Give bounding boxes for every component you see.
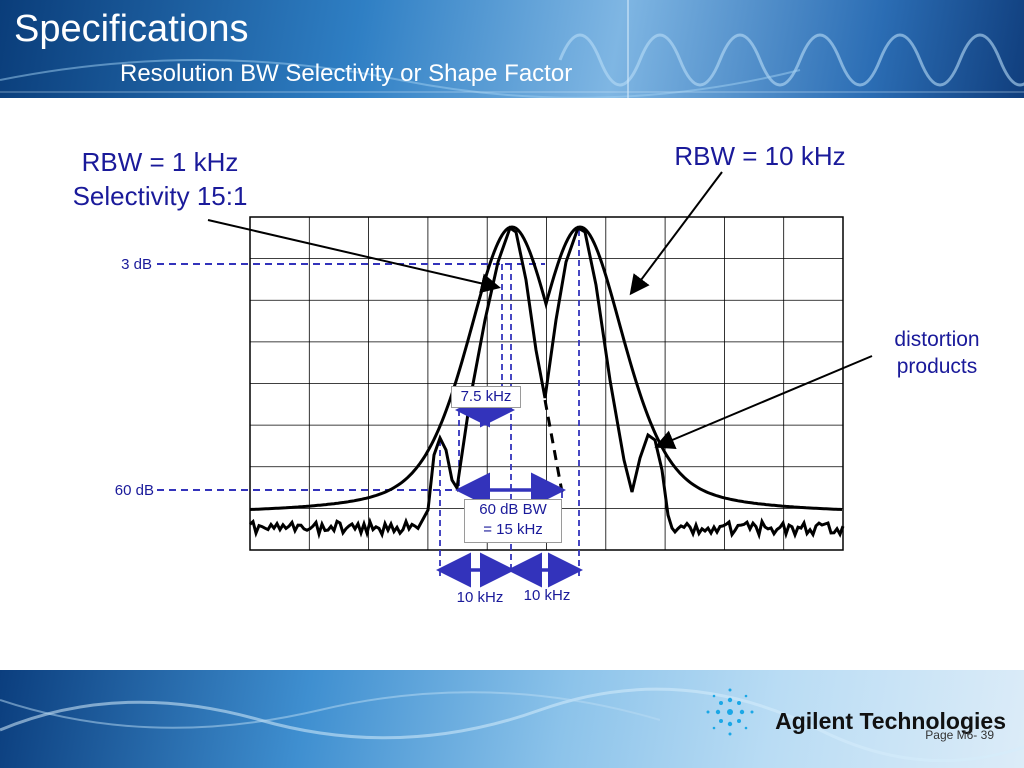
rbw1-text: RBW = 1 kHz [81,147,239,177]
footer-banner: Agilent Technologies Page M6- 39 [0,670,1024,768]
distortion-label: distortion products [870,326,1004,381]
trace-rbw-1khz-hidden-skirt [543,399,564,493]
3db-label: 3 dB [121,256,152,273]
60db-label: 60 dB [114,482,154,499]
spacing-right-label: 10 kHz [523,587,571,604]
header-wave-decoration [0,0,1024,98]
distortion-pointer [654,355,873,450]
page-title: Specifications [14,8,249,50]
rbw10-label: RBW = 10 kHz [674,141,846,171]
page-number: Page M6- 39 [925,728,994,742]
distortion-text-2: products [896,355,978,379]
bw60-text-1: 60 dB BW [479,501,547,518]
page-subtitle: Resolution BW Selectivity or Shape Facto… [120,60,573,87]
bw60-text-2: = 15 kHz [483,520,543,538]
rbw10-pointer [629,171,723,296]
bw75-label: 7.5 kHz [451,386,521,408]
agilent-spark-icon [706,688,754,736]
trace-rbw-1khz [248,225,845,540]
rbw1-label: RBW = 1 kHz Selectivity 15:1 [40,146,280,214]
brand-logo-text: Agilent Technologies [775,708,1006,734]
selectivity-text: Selectivity 15:1 [72,180,248,211]
distortion-text-1: distortion [894,328,980,351]
header-banner: Specifications Resolution BW Selectivity… [0,0,1024,98]
rbw1-pointer [207,219,501,294]
spacing-left-label: 10 kHz [456,589,504,606]
bw60-label: 60 dB BW = 15 kHz [464,499,562,543]
trace-rbw-10khz [249,225,843,511]
footer-wave-decoration [0,687,1024,763]
